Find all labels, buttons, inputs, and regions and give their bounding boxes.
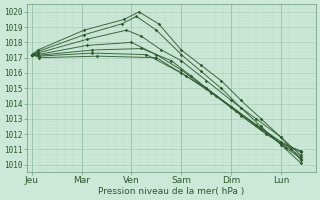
X-axis label: Pression niveau de la mer( hPa ): Pression niveau de la mer( hPa )	[98, 187, 244, 196]
